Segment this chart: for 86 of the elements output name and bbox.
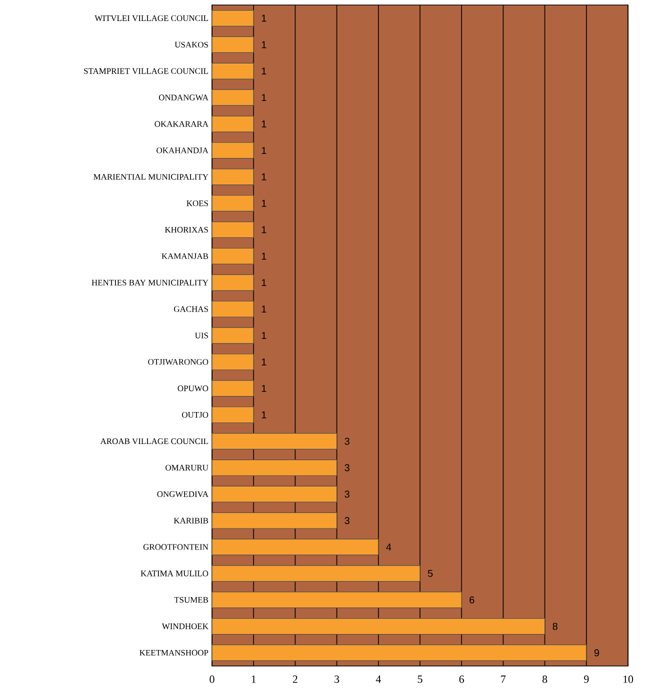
data-label: 6 — [470, 596, 474, 604]
bar — [212, 116, 254, 132]
y-tick-label: OPUWO — [178, 386, 208, 392]
bar — [212, 248, 254, 264]
data-label: 3 — [344, 490, 350, 498]
y-tick-label: WITVLEI VILLAGE COUNCIL — [94, 15, 208, 22]
data-label: 3 — [344, 517, 350, 524]
bar — [212, 512, 338, 529]
bar — [212, 89, 254, 106]
data-label: 9 — [594, 649, 599, 656]
y-tick-label: ONDANGWA — [158, 94, 208, 100]
y-tick-label: KEETMANSHOOP — [140, 650, 208, 656]
data-label: 1 — [262, 41, 266, 48]
bar — [212, 406, 254, 424]
y-tick-label: TSUMEB — [174, 597, 208, 603]
bar — [212, 538, 379, 556]
x-tick-label: 8 — [542, 676, 548, 683]
bar — [212, 433, 338, 450]
y-tick-label: UIS — [195, 332, 208, 338]
x-tick-label: 9 — [584, 676, 589, 683]
bar — [212, 10, 254, 26]
y-tick-label: STAMPRIET VILLAGE COUNCIL — [84, 68, 208, 74]
data-label: 1 — [262, 279, 266, 286]
data-label: 3 — [344, 438, 350, 445]
bar — [212, 592, 462, 608]
bar — [212, 62, 254, 80]
y-tick-label: WINDHOEK — [162, 623, 208, 630]
y-tick-label: KATIMA MULILO — [140, 570, 208, 576]
y-tick-label: HENTIES BAY MUNICIPALITY — [92, 280, 208, 286]
x-tick-label: 1 — [252, 676, 256, 683]
y-tick-label: OKAHANDJA — [156, 148, 208, 154]
data-label: 8 — [552, 622, 558, 630]
data-label: 1 — [262, 306, 266, 312]
bar — [212, 565, 420, 582]
y-tick-label: AROAB VILLAGE COUNCIL — [100, 438, 208, 444]
bar — [212, 36, 254, 53]
y-tick-label: KAMANJAB — [162, 253, 208, 260]
y-tick-label: OUTJO — [182, 412, 208, 418]
y-tick-label: KARIBIB — [174, 518, 208, 524]
y-tick-label: MARIENTIAL MUNICIPALITY — [94, 174, 208, 180]
bar — [212, 327, 254, 344]
y-tick-label: USAKOS — [174, 42, 208, 48]
data-label: 1 — [262, 411, 266, 418]
y-tick-label: OTJIWARONGO — [148, 359, 208, 365]
y-tick-label: ONGWEDIVA — [157, 491, 208, 498]
x-tick-label: 5 — [418, 676, 422, 683]
bar — [212, 354, 254, 370]
data-label: 1 — [262, 358, 266, 366]
x-tick-label: 3 — [334, 676, 340, 683]
data-label: 1 — [262, 226, 266, 234]
data-label: 1 — [262, 173, 266, 180]
data-label: 1 — [262, 14, 266, 22]
data-label: 3 — [344, 464, 350, 472]
data-label: 1 — [262, 384, 266, 392]
x-tick-label: 2 — [292, 676, 298, 683]
data-label: 1 — [262, 120, 266, 128]
x-tick-label: 4 — [376, 676, 381, 683]
bar — [212, 300, 254, 318]
y-tick-label: GROOTFONTEIN — [143, 544, 208, 550]
y-tick-label: OKAKARARA — [154, 121, 208, 127]
x-tick-label: 0 — [210, 676, 214, 683]
bar — [212, 195, 254, 212]
bar — [212, 644, 587, 662]
y-tick-label: GACHAS — [174, 306, 208, 312]
bar — [212, 274, 254, 291]
bar — [212, 380, 254, 397]
y-tick-label: KOES — [186, 200, 208, 206]
data-label: 1 — [262, 252, 266, 260]
bar — [212, 486, 338, 502]
bar — [212, 618, 546, 635]
bar — [212, 459, 338, 476]
data-label: 5 — [428, 570, 433, 577]
bar — [212, 142, 254, 159]
x-tick-label: 7 — [501, 676, 506, 683]
data-label: 1 — [262, 200, 266, 207]
x-tick-label: 10 — [623, 676, 634, 683]
data-label: 1 — [262, 332, 266, 339]
bar — [212, 222, 254, 238]
bar — [212, 168, 254, 186]
x-tick-label: 6 — [459, 676, 464, 683]
data-label: 1 — [262, 68, 266, 75]
data-label: 1 — [262, 94, 266, 101]
y-tick-label: OMARURU — [166, 464, 208, 471]
data-label: 4 — [386, 544, 392, 550]
y-tick-label: KHORIXAS — [164, 226, 208, 233]
data-label: 1 — [262, 146, 266, 154]
